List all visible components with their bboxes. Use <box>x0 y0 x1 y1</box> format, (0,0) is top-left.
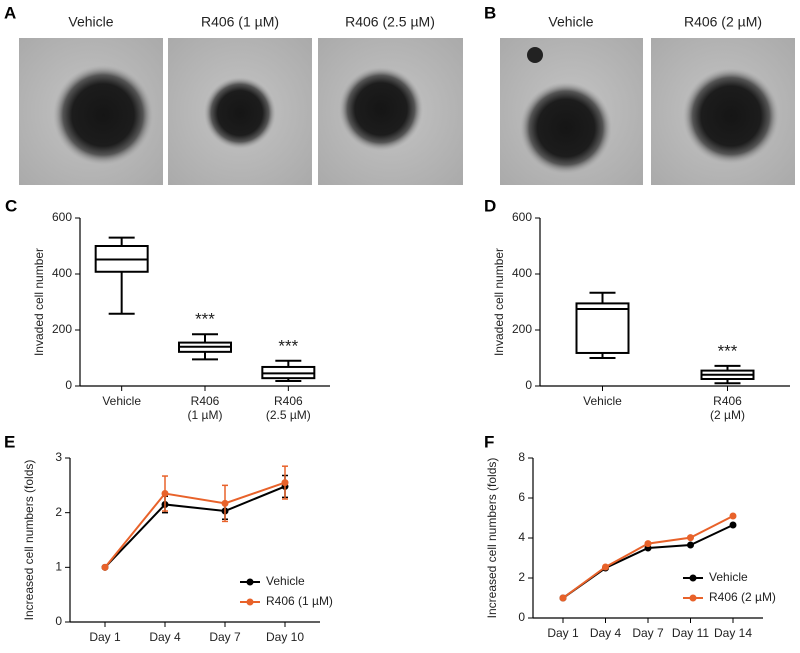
x-tick-label: Vehicle <box>583 394 622 408</box>
y-tick-label: 2 <box>518 570 525 584</box>
panel-label: A <box>4 3 16 22</box>
y-tick-label: 3 <box>55 450 62 464</box>
point <box>281 479 289 487</box>
point <box>687 534 694 542</box>
y-tick-label: 600 <box>512 210 532 224</box>
image-caption: Vehicle <box>68 14 113 30</box>
y-tick-label: 0 <box>65 378 72 392</box>
y-tick-label: 400 <box>512 266 532 280</box>
micrographs <box>19 38 795 185</box>
y-tick-label: 400 <box>52 266 72 280</box>
y-tick-label: 0 <box>55 614 62 628</box>
panel-label: F <box>484 432 494 451</box>
legend-marker <box>246 598 254 606</box>
x-tick-label: R406 (1 µM) <box>188 394 223 422</box>
point <box>101 563 109 571</box>
y-tick-label: 6 <box>518 490 525 504</box>
y-tick-label: 200 <box>52 322 72 336</box>
y-tick-label: 0 <box>525 378 532 392</box>
x-tick-label: Day 7 <box>209 630 241 644</box>
panel-label: C <box>5 196 17 215</box>
x-tick-label: Day 4 <box>149 630 181 644</box>
legend-marker <box>689 594 697 602</box>
line <box>562 515 734 599</box>
annotation: *** <box>278 336 298 355</box>
y-tick-label: 200 <box>512 322 532 336</box>
point <box>602 563 609 571</box>
image-caption: R406 (2 µM) <box>684 14 762 30</box>
legend-label: R406 (2 µM) <box>709 590 776 604</box>
y-axis-label: Invaded cell number <box>492 248 506 356</box>
x-tick-label: Vehicle <box>102 394 141 408</box>
x-tick-label: R406 (2 µM) <box>710 394 745 422</box>
point <box>644 540 652 548</box>
x-tick-label: R406 (2.5 µM) <box>266 394 311 422</box>
legend-label: Vehicle <box>709 570 748 584</box>
x-tick-label: Day 1 <box>547 626 579 640</box>
line <box>562 524 734 599</box>
annotation: *** <box>195 310 215 329</box>
point <box>161 490 169 498</box>
line <box>104 485 286 569</box>
point <box>559 594 567 602</box>
x-tick-label: Day 4 <box>590 626 622 640</box>
y-axis-label: Invaded cell number <box>32 248 46 356</box>
x-tick-label: Day 11 <box>672 626 709 640</box>
legend-label: R406 (1 µM) <box>266 594 333 608</box>
legend-label: Vehicle <box>266 574 305 588</box>
image-caption: R406 (2.5 µM) <box>345 14 435 30</box>
y-tick-label: 8 <box>518 450 525 464</box>
point <box>729 512 737 520</box>
line <box>104 481 286 568</box>
x-tick-label: Day 7 <box>632 626 664 640</box>
image-caption: R406 (1 µM) <box>201 14 279 30</box>
panel-label: D <box>484 196 496 215</box>
image-caption: Vehicle <box>548 14 593 30</box>
y-tick-label: 4 <box>518 530 525 544</box>
y-axis-label: Increased cell numbers (folds) <box>22 460 36 621</box>
annotation: *** <box>718 341 738 360</box>
panel-label: B <box>484 3 496 22</box>
y-tick-label: 600 <box>52 210 72 224</box>
legend-marker <box>246 578 254 586</box>
box <box>575 302 630 354</box>
legend-marker <box>689 574 697 582</box>
point <box>729 521 737 529</box>
x-tick-label: Day 14 <box>714 626 752 640</box>
x-tick-label: Day 10 <box>266 630 304 644</box>
y-tick-label: 0 <box>518 610 525 624</box>
panel-label: E <box>4 432 15 451</box>
x-tick-label: Day 1 <box>89 630 121 644</box>
point <box>221 499 229 507</box>
point <box>687 541 694 549</box>
y-tick-label: 2 <box>55 505 62 519</box>
y-tick-label: 1 <box>55 560 62 574</box>
y-axis-label: Increased cell numbers (folds) <box>485 458 499 619</box>
